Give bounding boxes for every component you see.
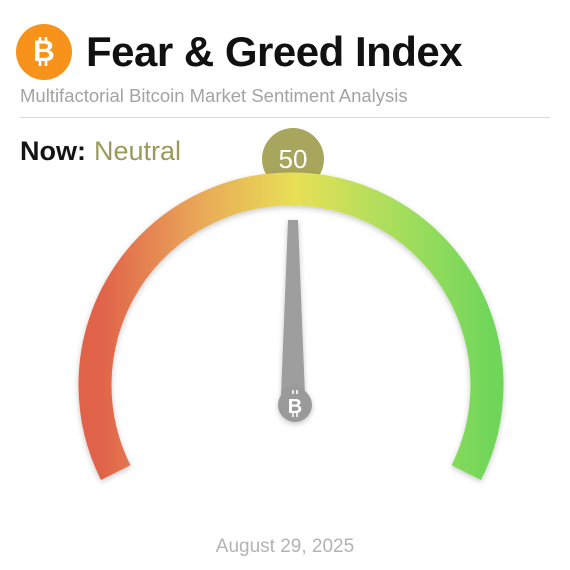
- gauge-needle: [281, 220, 305, 396]
- bitcoin-logo-icon: B: [16, 24, 72, 80]
- current-sentiment: Now: Neutral: [20, 136, 181, 167]
- svg-text:B: B: [288, 396, 302, 418]
- needle-hub: B: [278, 388, 312, 422]
- page-title: Fear & Greed Index: [86, 28, 463, 75]
- sentiment-label: Neutral: [93, 136, 182, 166]
- header: B Fear & Greed Index: [16, 22, 554, 82]
- page-subtitle: Multifactorial Bitcoin Market Sentiment …: [20, 85, 408, 106]
- divider: [20, 117, 550, 118]
- gauge-arc: [78, 172, 504, 480]
- svg-text:B: B: [33, 35, 55, 68]
- now-label: Now:: [20, 136, 86, 166]
- date-label: August 29, 2025: [215, 536, 355, 557]
